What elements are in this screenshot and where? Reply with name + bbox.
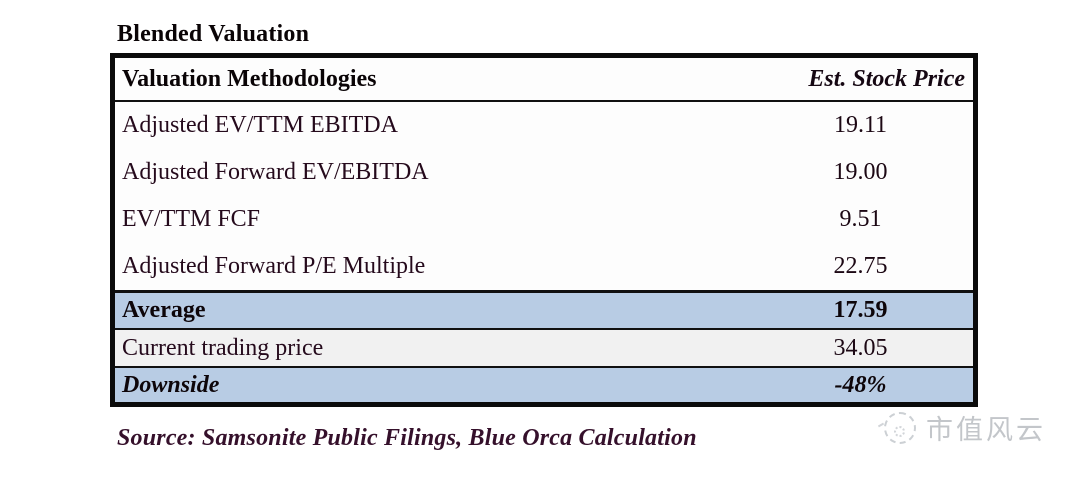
table-row-downside: Downside -48% [115,366,973,402]
table-row-average: Average 17.59 [115,290,973,328]
downside-label: Downside [122,371,220,398]
page-title: Blended Valuation [117,21,310,47]
average-value: 17.59 [833,297,888,323]
row-value: 22.75 [833,253,888,279]
row-value: 9.51 [839,206,882,232]
whirlwind-logo-icon [884,411,916,444]
row-value: 19.00 [833,159,888,185]
average-label: Average [122,297,206,323]
table-row-current-price: Current trading price 34.05 [115,328,973,366]
table-row: Adjusted EV/TTM EBITDA 19.11 [115,102,973,149]
watermark: 市值风云 [884,408,1046,447]
header-est-stock-price: Est. Stock Price [808,65,965,92]
row-label: EV/TTM FCF [122,206,261,232]
current-price-value: 34.05 [833,334,888,361]
table-header-row: Valuation Methodologies Est. Stock Price [115,58,973,102]
watermark-text: 市值风云 [926,415,1046,446]
downside-value: -48% [834,371,887,398]
row-label: Adjusted EV/TTM EBITDA [122,112,398,138]
header-methodologies: Valuation Methodologies [122,65,377,92]
row-value: 19.11 [833,112,888,138]
table-row: EV/TTM FCF 9.51 [115,196,973,243]
valuation-table: Valuation Methodologies Est. Stock Price… [110,53,978,407]
current-price-label: Current trading price [122,334,324,361]
table-row: Adjusted Forward P/E Multiple 22.75 [115,243,973,290]
row-label: Adjusted Forward P/E Multiple [122,253,426,279]
source-citation: Source: Samsonite Public Filings, Blue O… [117,425,697,451]
table-row: Adjusted Forward EV/EBITDA 19.00 [115,149,973,196]
row-label: Adjusted Forward EV/EBITDA [122,159,429,185]
